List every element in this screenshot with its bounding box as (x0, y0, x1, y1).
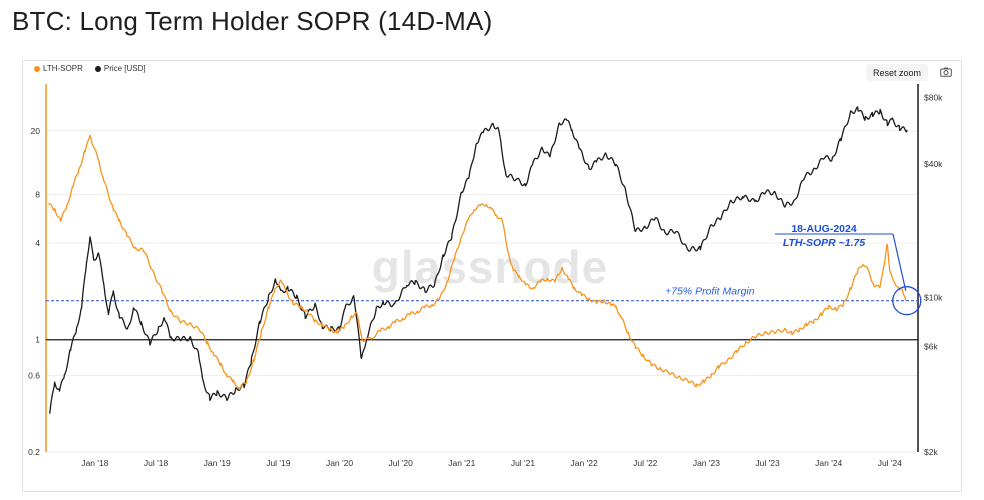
y-right-tick-label: $2k (924, 447, 938, 457)
x-tick-label: Jan '21 (448, 458, 475, 468)
x-tick-label: Jul '23 (755, 458, 780, 468)
x-tick-label: Jul '22 (633, 458, 658, 468)
x-tick-label: Jan '24 (815, 458, 842, 468)
chart-frame (22, 60, 962, 492)
x-tick-label: Jul '19 (266, 458, 291, 468)
annotation-circle (892, 286, 922, 316)
series-line-price (49, 106, 908, 414)
legend-label-sopr: LTH-SOPR (43, 64, 83, 73)
y-right-tick-label: $40k (924, 159, 943, 169)
legend-item-price[interactable]: Price [USD] (94, 64, 146, 73)
watermark-text: glassnode (372, 241, 609, 293)
y-right-tick-label: $6k (924, 341, 938, 351)
legend-item-lth-sopr[interactable]: LTH-SOPR (34, 64, 83, 73)
y-left-tick-label: 0.2 (28, 447, 40, 457)
camera-icon[interactable] (940, 67, 952, 77)
y-left-tick-label: 20 (31, 126, 41, 136)
x-tick-label: Jan '19 (204, 458, 231, 468)
annotation-date: 18-AUG-2024 (791, 223, 857, 235)
y-left-tick-label: 1 (35, 335, 40, 345)
y-right-tick-label: $10k (924, 292, 943, 302)
chart-legend[interactable]: LTH-SOPR Price [USD] (34, 64, 146, 73)
x-tick-label: Jan '22 (571, 458, 598, 468)
x-tick-label: Jan '23 (693, 458, 720, 468)
y-left-tick-label: 8 (35, 190, 40, 200)
y-left-tick-label: 0.6 (28, 370, 40, 380)
x-tick-label: Jan '20 (326, 458, 353, 468)
series-line-lth-sopr (48, 134, 907, 391)
annotation-value: LTH-SOPR ~1.75 (783, 237, 866, 249)
page-title: BTC: Long Term Holder SOPR (14D-MA) (12, 6, 493, 36)
x-tick-label: Jul '21 (511, 458, 536, 468)
legend-dot-price (94, 65, 101, 72)
x-tick-label: Jan '18 (81, 458, 108, 468)
x-tick-label: Jul '24 (878, 458, 903, 468)
x-tick-label: Jul '18 (144, 458, 169, 468)
legend-label-price: Price [USD] (103, 64, 146, 73)
x-tick-label: Jul '20 (389, 458, 414, 468)
y-right-tick-label: $80k (924, 92, 943, 102)
legend-dot-sopr (34, 65, 40, 72)
y-left-tick-label: 4 (35, 238, 40, 248)
annotation-pointer-line (892, 233, 907, 291)
reset-zoom-button[interactable]: Reset zoom (866, 64, 928, 81)
profit-margin-label: +75% Profit Margin (665, 286, 755, 298)
